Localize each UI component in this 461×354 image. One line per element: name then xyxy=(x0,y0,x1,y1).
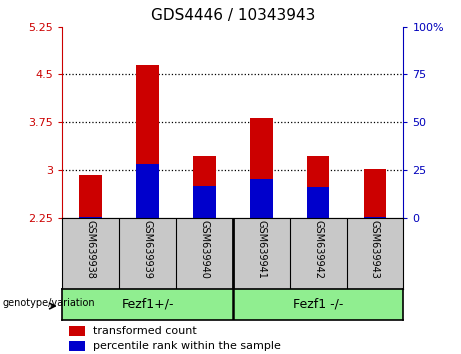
Text: GSM639941: GSM639941 xyxy=(256,220,266,279)
Bar xyxy=(69,326,85,336)
Text: GSM639940: GSM639940 xyxy=(199,220,209,279)
Text: genotype/variation: genotype/variation xyxy=(2,298,95,308)
Text: Fezf1 -/-: Fezf1 -/- xyxy=(293,298,343,311)
Bar xyxy=(193,156,216,218)
Bar xyxy=(79,217,102,218)
Text: percentile rank within the sample: percentile rank within the sample xyxy=(93,341,281,351)
Text: transformed count: transformed count xyxy=(93,326,197,336)
Bar xyxy=(364,169,386,218)
Text: Fezf1+/-: Fezf1+/- xyxy=(121,298,174,311)
Bar xyxy=(250,179,272,218)
Bar xyxy=(79,175,102,218)
Text: GSM639939: GSM639939 xyxy=(142,220,153,279)
Text: GSM639943: GSM639943 xyxy=(370,220,380,279)
Bar xyxy=(136,65,159,218)
Bar xyxy=(193,186,216,218)
Text: GSM639942: GSM639942 xyxy=(313,220,323,279)
Title: GDS4446 / 10343943: GDS4446 / 10343943 xyxy=(151,7,315,23)
Bar xyxy=(136,164,159,218)
Bar xyxy=(250,118,272,218)
Bar xyxy=(364,217,386,218)
Text: GSM639938: GSM639938 xyxy=(86,220,96,279)
Bar xyxy=(307,187,330,218)
Bar xyxy=(307,156,330,218)
Bar xyxy=(69,341,85,350)
